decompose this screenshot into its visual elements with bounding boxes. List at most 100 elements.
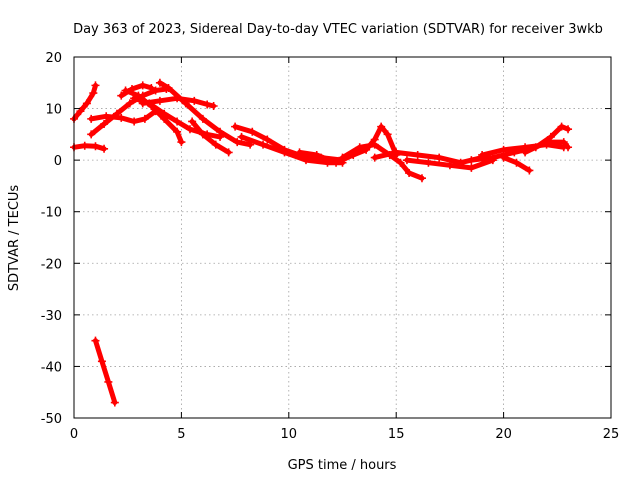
y-tick-label: 20 bbox=[45, 51, 62, 66]
series-trace bbox=[372, 149, 485, 166]
data-point bbox=[80, 141, 89, 150]
series-arc-3 bbox=[91, 336, 119, 407]
data-point bbox=[467, 163, 476, 172]
data-point bbox=[185, 125, 194, 134]
data-point bbox=[110, 398, 119, 407]
data-point bbox=[559, 138, 568, 147]
chart-title: Day 363 of 2023, Sidereal Day-to-day VTE… bbox=[73, 22, 603, 37]
data-point bbox=[312, 150, 321, 159]
series-arc-11 bbox=[188, 117, 233, 157]
data-point bbox=[155, 78, 164, 87]
data-point bbox=[338, 153, 347, 162]
data-point bbox=[512, 158, 521, 167]
series-arc-20 bbox=[499, 153, 534, 175]
data-point bbox=[91, 81, 100, 90]
plot-frame bbox=[73, 56, 612, 419]
data-point bbox=[224, 148, 233, 157]
data-point bbox=[280, 148, 289, 157]
data-point bbox=[209, 101, 218, 110]
data-point bbox=[211, 140, 220, 149]
data-point bbox=[177, 138, 186, 147]
data-point bbox=[130, 94, 139, 103]
data-point bbox=[402, 156, 411, 165]
series-arc-4 bbox=[87, 84, 171, 139]
data-point bbox=[160, 109, 169, 118]
data-point bbox=[173, 117, 182, 126]
data-point bbox=[117, 113, 126, 122]
data-point bbox=[557, 122, 566, 131]
data-point bbox=[542, 138, 551, 147]
data-point bbox=[87, 114, 96, 123]
data-point bbox=[97, 357, 106, 366]
series-trace bbox=[93, 338, 118, 405]
data-point bbox=[164, 83, 173, 92]
data-point bbox=[198, 130, 207, 139]
data-point bbox=[413, 150, 422, 159]
series-trace bbox=[71, 82, 98, 122]
data-point bbox=[405, 169, 414, 178]
x-tick-label: 0 bbox=[70, 427, 78, 442]
data-point bbox=[564, 143, 573, 152]
data-point bbox=[121, 86, 130, 95]
data-point bbox=[140, 114, 149, 123]
data-point bbox=[301, 156, 310, 165]
x-tick-label: 20 bbox=[495, 427, 512, 442]
data-point bbox=[181, 99, 190, 108]
y-axis-label: SDTVAR / TECUs bbox=[7, 185, 22, 292]
series-arc-10 bbox=[155, 78, 255, 149]
x-axis-label: GPS time / hours bbox=[288, 458, 397, 473]
y-tick-label: 0 bbox=[54, 154, 62, 169]
series-trace bbox=[522, 139, 571, 155]
y-tick-label: 10 bbox=[45, 103, 62, 118]
data-point bbox=[564, 125, 573, 134]
data-point bbox=[76, 107, 85, 116]
y-tick-label: -30 bbox=[41, 309, 62, 324]
series-arc-21 bbox=[521, 138, 573, 157]
data-point bbox=[499, 153, 508, 162]
x-tick-label: 15 bbox=[388, 427, 405, 442]
data-point bbox=[151, 86, 160, 95]
data-point bbox=[392, 148, 401, 157]
data-point bbox=[521, 148, 530, 157]
data-point bbox=[102, 112, 111, 121]
data-point bbox=[87, 130, 96, 139]
data-point bbox=[100, 144, 109, 153]
data-point bbox=[188, 117, 197, 126]
data-point bbox=[100, 120, 109, 129]
data-point bbox=[198, 114, 207, 123]
data-point bbox=[370, 140, 379, 149]
data-point bbox=[499, 145, 508, 154]
data-point bbox=[104, 377, 113, 386]
data-point bbox=[82, 99, 91, 108]
data-point bbox=[370, 153, 379, 162]
x-tick-label: 5 bbox=[177, 427, 185, 442]
data-point bbox=[332, 158, 341, 167]
data-point bbox=[396, 158, 405, 167]
data-point bbox=[435, 153, 444, 162]
data-point bbox=[91, 142, 100, 151]
x-tick-label: 25 bbox=[603, 427, 620, 442]
data-point bbox=[233, 138, 242, 147]
series-arc-19 bbox=[478, 140, 568, 159]
data-point bbox=[467, 156, 476, 165]
series-arc-2 bbox=[70, 141, 109, 153]
data-point bbox=[190, 96, 199, 105]
data-point bbox=[525, 166, 534, 175]
data-point bbox=[138, 81, 147, 90]
y-tick-label: -40 bbox=[41, 360, 62, 375]
series-arc-1 bbox=[70, 81, 100, 123]
data-point bbox=[424, 158, 433, 167]
data-point bbox=[295, 148, 304, 157]
y-tick-label: -20 bbox=[41, 257, 62, 272]
data-point bbox=[237, 132, 246, 141]
data-point bbox=[377, 122, 386, 131]
data-point bbox=[231, 122, 240, 131]
data-point bbox=[417, 174, 426, 183]
series-trace bbox=[189, 119, 232, 155]
data-point bbox=[248, 127, 257, 136]
data-point bbox=[203, 100, 212, 109]
data-point bbox=[155, 96, 164, 105]
data-layer bbox=[70, 78, 573, 407]
data-point bbox=[383, 130, 392, 139]
